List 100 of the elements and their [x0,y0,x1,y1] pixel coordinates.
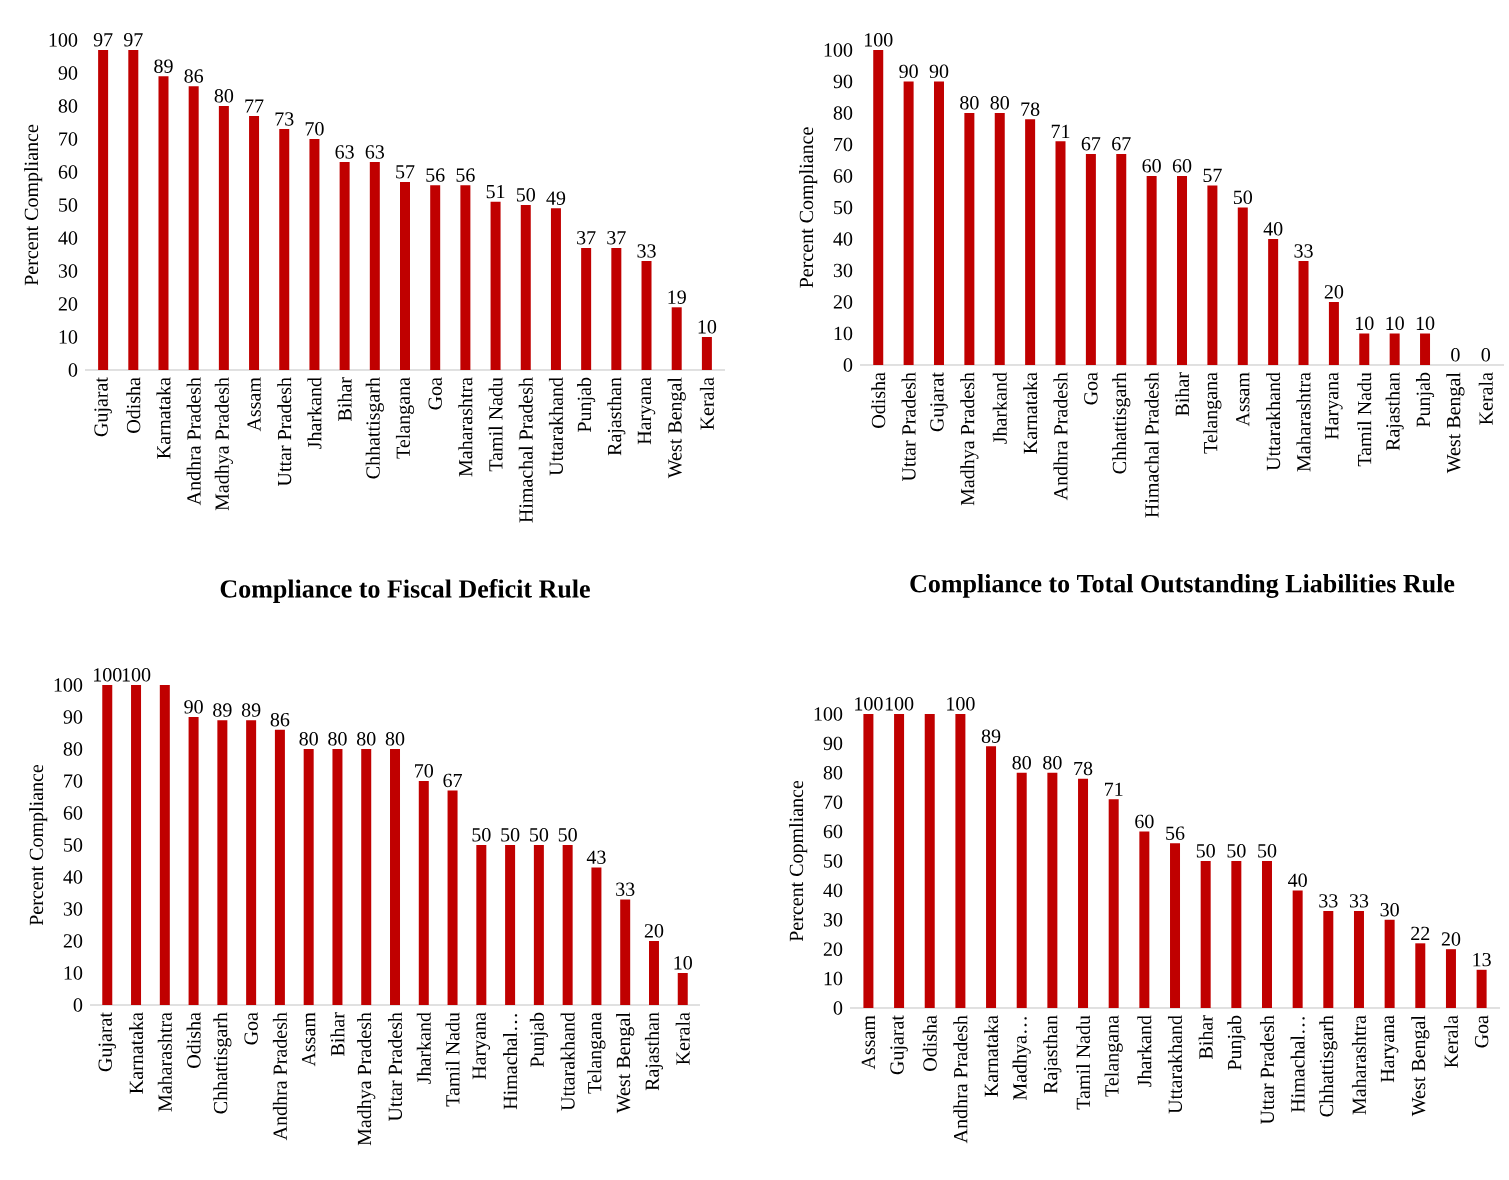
data-label: 80 [214,89,234,103]
x-tick-label: Maharashtra [1296,372,1311,472]
data-label: 71 [1051,124,1070,138]
x-tick-label: Rajasthan [1385,372,1404,451]
x-tick-label: Karnataka [984,1015,999,1097]
data-label: 50 [1196,844,1215,858]
x-tick-label: West Bengal [1446,372,1465,474]
data-label: 19 [668,290,686,304]
x-tick-label: Jharkand [416,1012,431,1084]
y-tick-label: 60 [823,824,843,839]
x-tick-label: Uttar Pradesh [901,372,916,482]
data-label: 80 [990,96,1009,110]
x-tick-label: Jharkand [992,372,1007,444]
bar [159,685,170,1005]
bar [562,845,573,1005]
bar [490,201,501,370]
data-label: 49 [546,191,566,205]
bar [303,749,314,1005]
x-tick-label: Bihar [337,377,352,421]
x-tick-label: Bihar [1198,1015,1213,1059]
data-label: 56 [1166,826,1185,840]
bar [641,261,652,370]
y-tick-label: 100 [49,33,78,47]
x-tick-label: Assam [861,1015,876,1070]
bar [339,162,350,370]
bar [430,185,441,370]
bar [476,845,487,1005]
x-tick-label: Haryana [472,1012,491,1080]
y-tick-label: 0 [68,363,78,377]
data-label: 60 [1135,814,1154,829]
bar [102,685,113,1005]
data-label: 80 [385,732,405,746]
data-label: 67 [1112,137,1131,151]
y-tick-label: 50 [59,198,78,212]
bar [1389,333,1400,365]
bar [309,138,320,370]
data-label: 20 [1324,285,1344,299]
bar [924,713,935,1008]
data-label: 57 [1203,168,1222,183]
y-tick-label: 60 [58,165,78,179]
data-label: 40 [1263,222,1283,236]
x-tick-label: Telangana [1104,1015,1123,1097]
bar [188,717,199,1005]
bar [1139,831,1150,1008]
y-tick-label: 100 [814,707,843,721]
y-axis-title: Percent Compliance [799,127,818,288]
y-tick-label: 30 [58,264,78,278]
data-label: 33 [616,882,635,896]
x-tick-label: Chhattisgarh [365,377,384,479]
bar [1237,207,1248,365]
x-tick-label: Maharashtra [157,1012,172,1112]
y-tick-label: 50 [834,200,853,215]
data-label: 10 [1356,316,1374,331]
bar [894,713,905,1008]
x-tick-label: Maharashtra [1351,1015,1366,1115]
data-label: 20 [1441,932,1461,946]
x-tick-label: West Bengal [1411,1015,1430,1117]
bar [873,49,884,365]
x-tick-label: Tamil Nadu [488,377,503,472]
bar [1116,153,1127,365]
data-label: 50 [1233,190,1253,205]
bar [701,336,712,370]
x-tick-label: Chhattisgarh [213,1012,232,1114]
x-tick-label: Gujarat [98,1012,117,1072]
x-tick-label: Goa [1474,1015,1489,1048]
x-tick-label: Kerala [675,1012,690,1065]
bar [533,845,544,1005]
y-axis-title: Percent Compliance [24,124,43,286]
y-tick-label: 80 [58,99,78,113]
data-label: 50 [558,828,577,842]
x-tick-label: Andhra Pradesh [186,377,201,506]
x-tick-label: Rajasthan [1043,1015,1062,1094]
y-tick-label: 60 [63,806,83,820]
y-tick-label: 40 [63,870,83,884]
data-label: 60 [1172,159,1192,173]
data-label: 73 [275,112,294,126]
bar [128,49,139,370]
data-label: 37 [607,231,626,245]
data-label: 80 [356,732,376,746]
y-tick-label: 60 [833,169,853,183]
bar [1328,301,1339,365]
x-tick-label: Rajasthan [644,1012,664,1091]
y-tick-label: 100 [824,43,853,57]
data-label: 71 [1105,782,1123,796]
bar [1170,843,1181,1008]
bar [1445,949,1456,1008]
x-tick-label: Madhya Pradesh [960,372,979,506]
bar [933,81,944,365]
bar [1292,890,1303,1008]
data-label: 100 [947,697,975,711]
data-label: 70 [415,764,434,778]
y-tick-label: 40 [823,883,843,898]
data-label: 10 [1416,316,1435,331]
bar [1146,175,1157,365]
bar [994,112,1005,365]
bar [1055,141,1066,365]
data-label: 40 [1288,873,1307,887]
y-tick-label: 20 [58,297,78,311]
x-tick-label: Tamil Nadu [1357,372,1372,467]
y-tick-label: 70 [824,795,843,809]
